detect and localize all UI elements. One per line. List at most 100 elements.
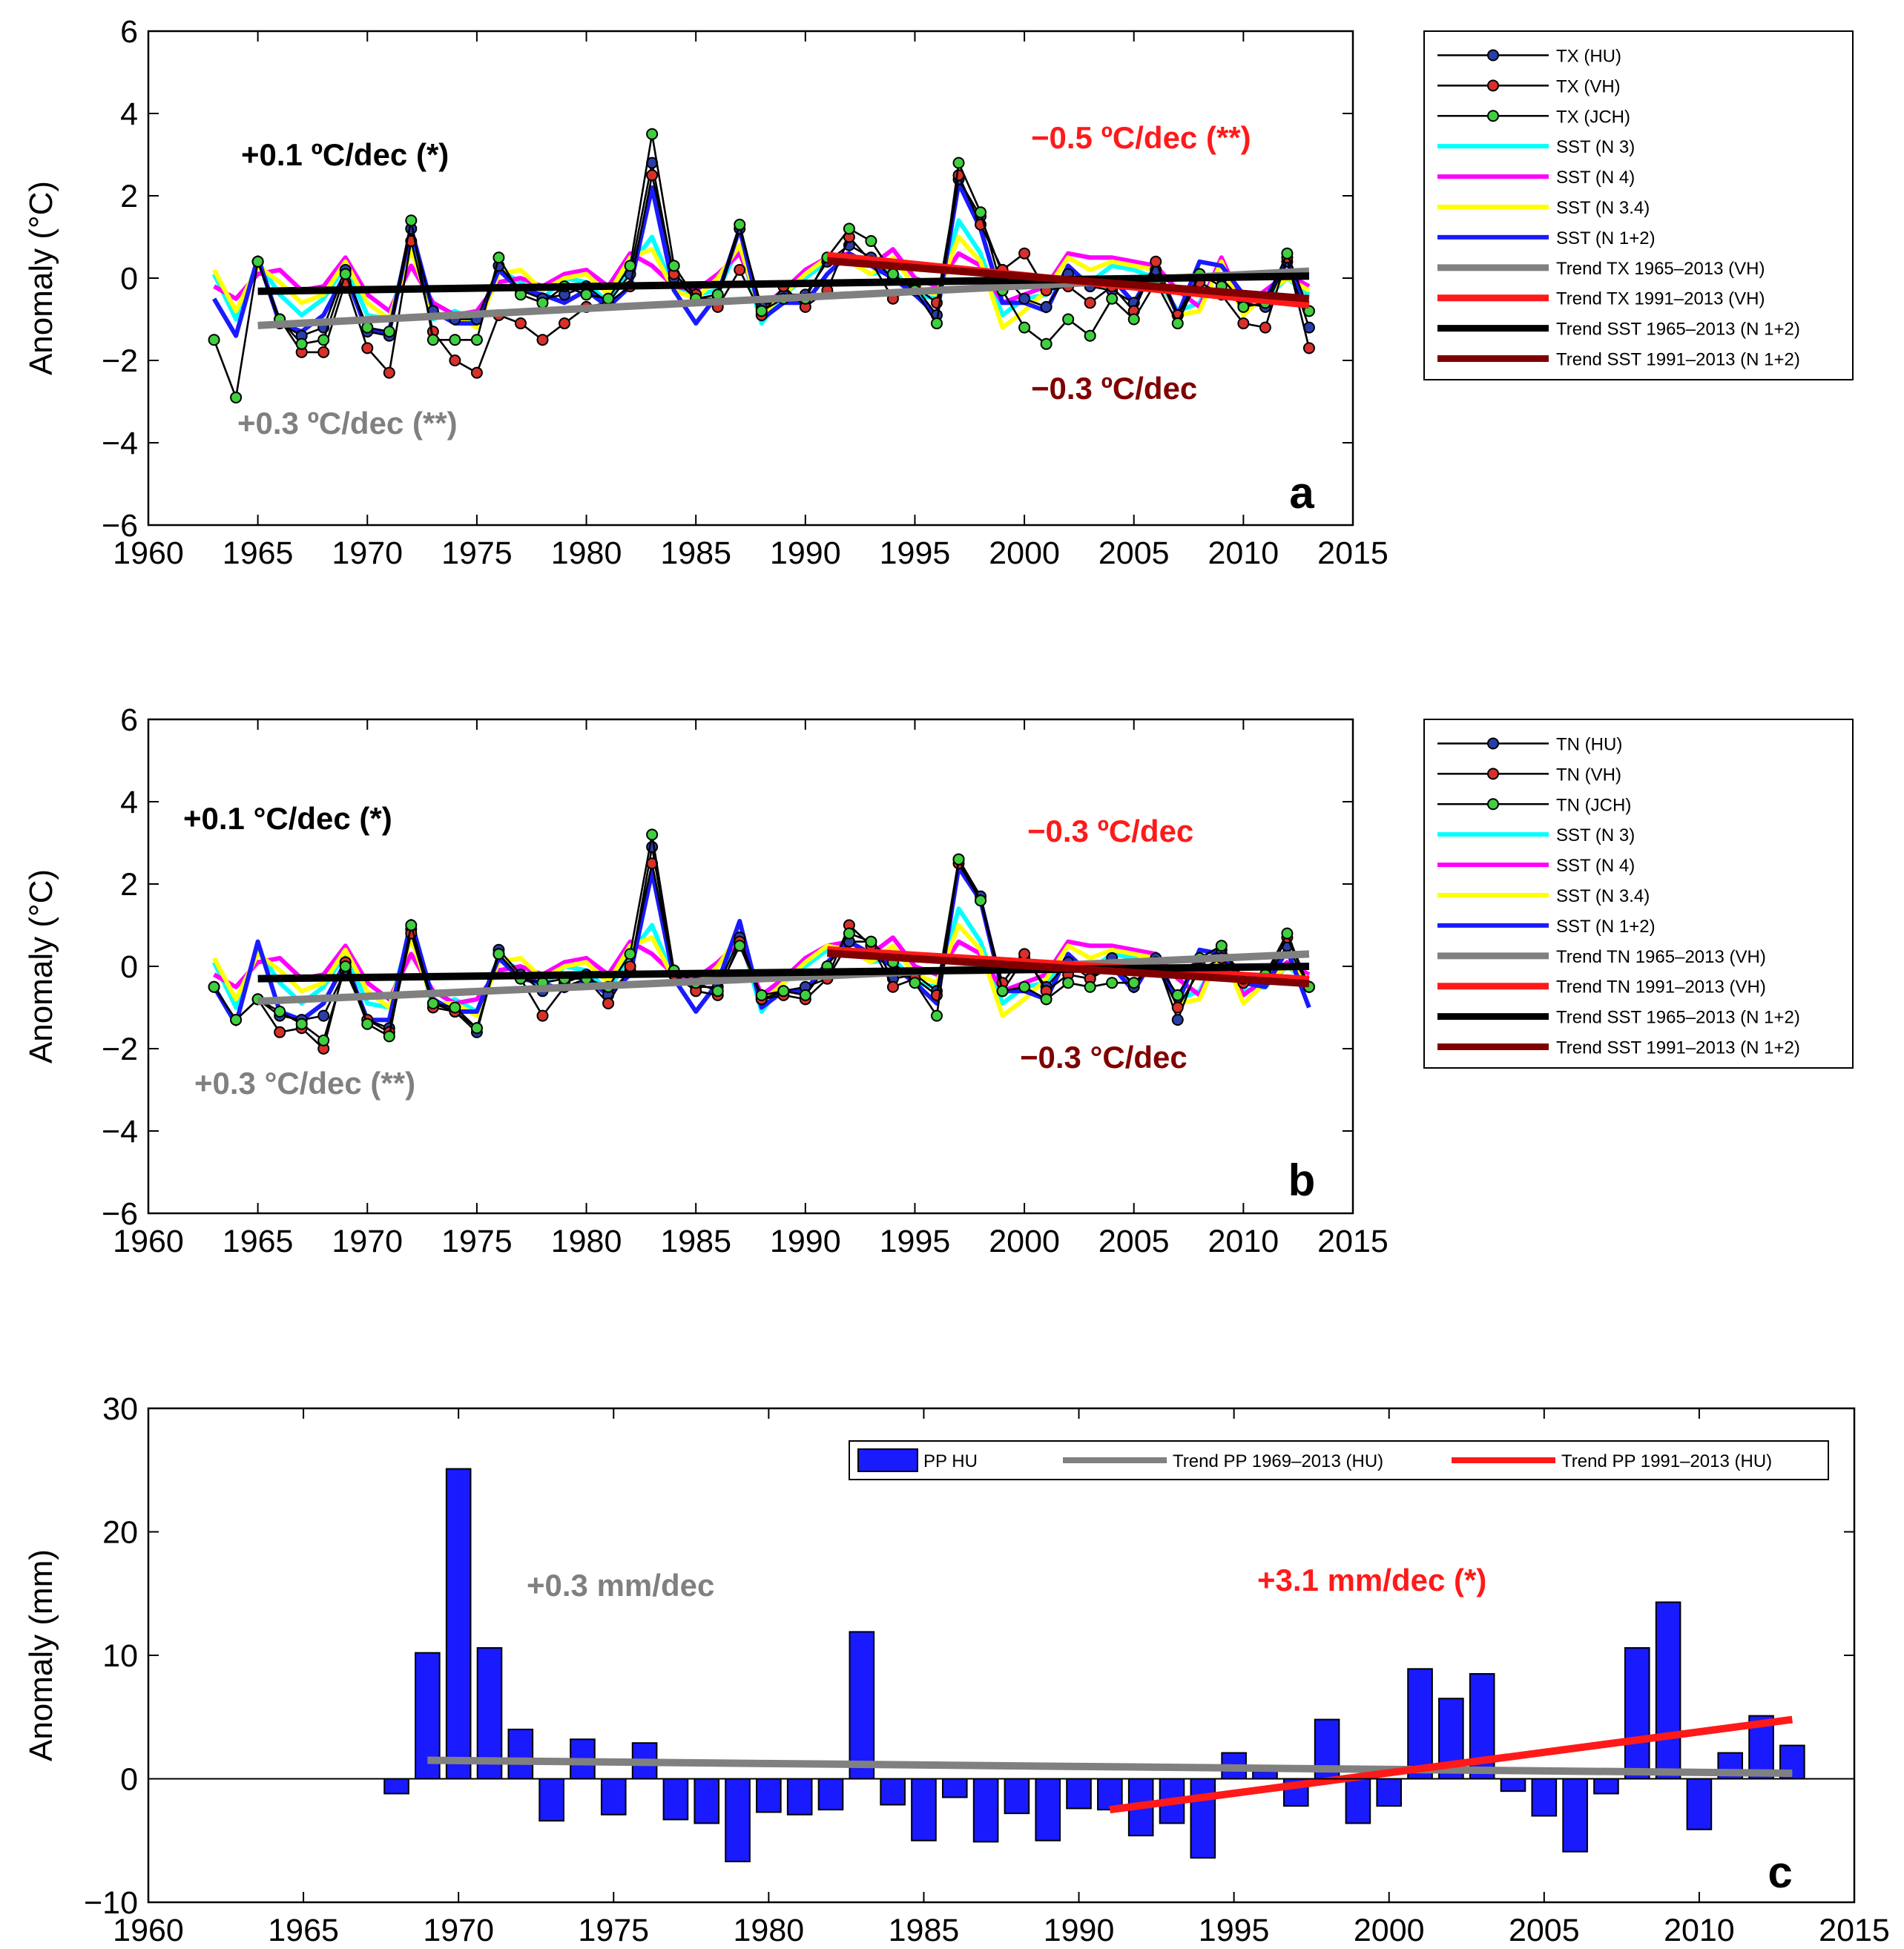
y-tick-label: 4 [120,785,138,820]
legend-swatch-bar [857,1448,918,1472]
x-tick-label: 1970 [332,1224,403,1259]
legend-entry: Trend SST 1991–2013 (N 1+2) [1556,350,1800,370]
marker-tx-vh--1979 [559,317,571,330]
trend-annotation: +0.1 °C/dec (*) [183,801,392,836]
legend-entry: SST (N 4) [1556,856,1635,876]
plot-area [148,1408,1854,1902]
bar-1979 [725,1778,751,1863]
marker-tx-vh--2006 [1150,255,1162,268]
marker-tn-jch--1987 [734,940,746,952]
bar-2001 [1407,1668,1433,1780]
marker-tn-jch--2004 [1106,977,1119,989]
y-tick-label: −6 [102,1196,138,1232]
x-tick-label: 1985 [660,1224,731,1259]
y-axis-label: Anomaly (°C) [23,181,59,375]
marker-tx-jch--1972 [405,214,418,227]
marker-tx-vh--2013 [1302,342,1315,354]
marker-tn-jch--1998 [975,894,987,907]
x-tick-label: 1995 [880,1224,951,1259]
legend-entry: Trend SST 1965–2013 (N 1+2) [1556,320,1800,340]
marker-tx-jch--1983 [646,128,659,140]
bar-1989 [1035,1778,1061,1841]
x-tick-label: 1965 [223,1224,294,1259]
trend-annotation: +0.1 ºC/dec (*) [241,137,449,172]
legend-swatch-marker [1487,768,1499,780]
x-tick-label: 2010 [1664,1913,1735,1948]
bar-1977 [662,1778,689,1821]
marker-tx-jch--1988 [755,305,768,317]
marker-tx-jch--1964 [230,391,243,403]
marker-tn-jch--1974 [449,1001,461,1014]
marker-tx-jch--1969 [339,268,352,280]
marker-tn-hu--1968 [317,1009,330,1022]
y-tick-label: 6 [120,14,138,50]
marker-tx-jch--1994 [886,268,899,280]
legend-entry: Trend PP 1991–2013 (HU) [1561,1451,1772,1471]
trend-line-trend-sst-1965-2013-n-1-2- [257,272,1310,295]
marker-tx-jch--2004 [1106,292,1119,305]
bar-1996 [1252,1770,1278,1780]
x-tick-label: 1975 [578,1913,649,1948]
x-tick-label: 1985 [889,1913,960,1948]
marker-tx-vh--1983 [646,169,659,182]
marker-tx-vh--2010 [1237,317,1250,330]
marker-tx-jch--2012 [1281,247,1294,260]
marker-tn-jch--2005 [1127,977,1140,989]
marker-tn-jch--1975 [470,1022,483,1035]
legend-entry: SST (N 3.4) [1556,198,1650,218]
legend-swatch-marker [1487,798,1499,811]
bar-1983 [849,1631,875,1780]
bar-2006 [1562,1778,1588,1853]
legend-entry: TN (JCH) [1556,795,1631,815]
legend-entry: Trend SST 1965–2013 (N 1+2) [1556,1008,1800,1028]
marker-tx-jch--1987 [734,218,746,231]
legend-entry: PP HU [923,1451,978,1471]
marker-tn-jch--1969 [339,960,352,972]
x-tick-label: 1975 [441,535,513,571]
marker-tn-jch--1997 [952,853,965,865]
marker-tn-vh--2000 [1018,948,1031,960]
bar-1990 [1066,1778,1092,1810]
x-tick-label: 1995 [880,535,951,571]
trend-annotation: +3.1 mm/dec (*) [1257,1563,1486,1597]
marker-tx-vh--2000 [1018,247,1031,260]
legend-entry: SST (N 3) [1556,825,1635,845]
x-tick-label: 1970 [423,1913,494,1948]
bar-1985 [911,1778,937,1841]
y-tick-label: 4 [120,96,138,132]
marker-tn-jch--2002 [1062,977,1075,989]
marker-tn-jch--1967 [295,1018,308,1030]
marker-tn-vh--1981 [602,997,615,1009]
y-tick-label: 30 [102,1391,138,1427]
marker-tx-jch--2013 [1302,305,1315,317]
marker-tx-hu--2000 [1018,292,1031,305]
trend-line-trend-sst-1965-2013-n-1-2- [257,963,1310,983]
marker-tx-jch--2005 [1127,313,1140,326]
x-tick-label: 1980 [551,1224,622,1259]
x-tick-label: 2005 [1098,1224,1170,1259]
legend-entry: TX (HU) [1556,46,1621,66]
bar-1980 [756,1778,782,1813]
marker-tx-vh--1970 [361,342,374,354]
trend-annotation: −0.5 ºC/dec (**) [1031,120,1251,155]
marker-tx-jch--2000 [1018,321,1031,334]
x-tick-label: 1980 [734,1913,805,1948]
marker-tx-jch--1971 [383,326,395,338]
marker-tn-jch--1992 [843,927,855,940]
legend-entry: SST (N 3.4) [1556,886,1650,906]
x-tick-label: 1995 [1199,1913,1270,1948]
legend-entry: Trend SST 1991–2013 (N 1+2) [1556,1038,1800,1058]
marker-tn-jch--1982 [624,948,636,960]
y-axis-label: Anomaly (°C) [23,869,59,1063]
marker-tx-vh--2011 [1259,321,1271,334]
marker-tn-jch--1976 [493,948,505,960]
legend-entry: Trend TN 1965–2013 (VH) [1556,947,1766,967]
marker-tx-jch--1980 [580,288,593,301]
marker-tn-jch--1973 [426,997,439,1009]
legend-entry: SST (N 4) [1556,168,1635,188]
trend-line-trend-sst-1991-2013-n-1-2- [827,949,1310,988]
bar-1994 [1190,1778,1216,1859]
x-tick-label: 2000 [1354,1913,1425,1948]
trend-annotation: +0.3 ºC/dec (**) [237,406,458,441]
trend-line-trend-pp-1969-2013-hu- [427,1756,1793,1778]
